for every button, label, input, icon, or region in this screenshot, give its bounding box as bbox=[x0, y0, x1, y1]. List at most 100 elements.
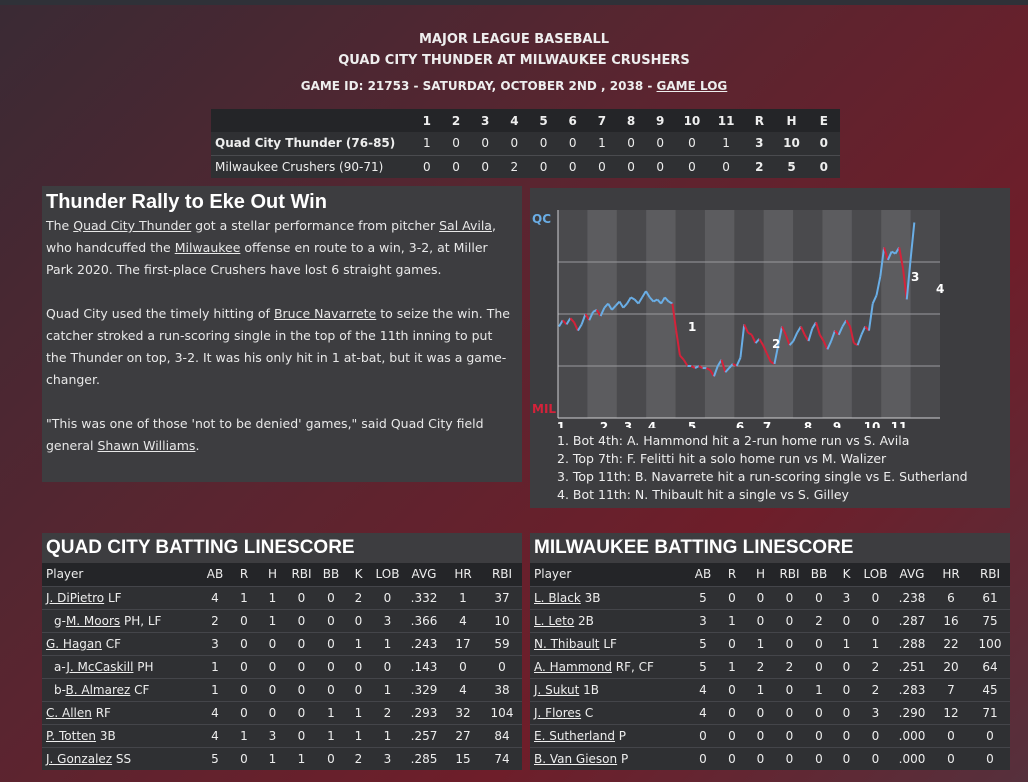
player-row: L. Black 3B 5 0 0 0 0 3 0 .238 6 61 bbox=[530, 586, 1010, 609]
stat-cell: 0 bbox=[756, 613, 765, 628]
player-row: L. Leto 2B 3 1 0 0 2 0 0 .287 16 75 bbox=[530, 609, 1010, 632]
player-name-link[interactable]: B. Almarez bbox=[65, 682, 131, 697]
qc-trend-segment bbox=[792, 332, 799, 342]
player-name-link[interactable]: G. Hagan bbox=[46, 636, 102, 651]
stat-cell: 0 bbox=[756, 705, 765, 720]
event-marker: 1 bbox=[688, 320, 696, 334]
player-name-link[interactable]: J. Gonzalez bbox=[46, 751, 113, 766]
inning-runs: 0 bbox=[568, 136, 577, 151]
stat-cell: 4 bbox=[459, 613, 467, 628]
qc-batting-panel: QUAD CITY BATTING LINESCORE Player AB R … bbox=[42, 533, 522, 770]
qc-trend-segment bbox=[773, 345, 780, 365]
qc-trend-segment bbox=[558, 319, 564, 327]
inning-header: 7 bbox=[597, 113, 607, 128]
stat-cell: 20 bbox=[943, 659, 959, 674]
player-position: LF bbox=[104, 590, 122, 605]
player-position: 1B bbox=[579, 682, 599, 697]
col-ab: AB bbox=[206, 567, 224, 582]
mil-trend-segment bbox=[569, 317, 575, 323]
player-name-link[interactable]: N. Thibault bbox=[534, 636, 600, 651]
stat-cell: 3 bbox=[211, 636, 219, 651]
col-avg: AVG bbox=[411, 567, 437, 582]
player-cell: G. Hagan CF bbox=[42, 632, 200, 655]
stat-cell: 3 bbox=[871, 705, 880, 720]
stat-cell: 4 bbox=[211, 590, 219, 605]
recap-paragraph: Quad City used the timely hitting of Bru… bbox=[46, 303, 516, 391]
event-marker: 4 bbox=[936, 282, 944, 296]
linescore-table: 1 2 3 4 5 6 7 8 9 10 11 R H E Quad City … bbox=[211, 109, 840, 178]
stat-cell: 0 bbox=[297, 682, 306, 697]
stat-cell: .293 bbox=[410, 705, 438, 720]
total-runs: 2 bbox=[755, 159, 764, 174]
player-name-link[interactable]: B. Van Gieson bbox=[534, 751, 618, 766]
total-hits: 10 bbox=[783, 136, 800, 151]
player-name-link[interactable]: A. Hammond bbox=[534, 659, 612, 674]
player-row: C. Allen RF 4 0 0 0 1 1 2 .293 32 104 bbox=[42, 701, 522, 724]
stat-cell: 74 bbox=[494, 751, 510, 766]
stat-cell: .290 bbox=[898, 705, 926, 720]
qc-trend-segment bbox=[645, 290, 651, 298]
game-info: GAME ID: 21753 - SATURDAY, OCTOBER 2ND ,… bbox=[0, 72, 1028, 100]
player-name-link[interactable]: J. McCaskill bbox=[66, 659, 134, 674]
col-season-rbi: RBI bbox=[979, 567, 1001, 582]
inning-tick-label: 7 bbox=[763, 420, 771, 428]
stat-cell: 0 bbox=[756, 751, 765, 766]
stat-cell: 1 bbox=[327, 705, 335, 720]
stat-cell: 1 bbox=[297, 751, 306, 766]
player-name-link[interactable]: J. Flores bbox=[534, 705, 582, 720]
stat-cell: 0 bbox=[297, 613, 306, 628]
stat-cell: 1 bbox=[728, 613, 736, 628]
mil-trend-segment bbox=[758, 338, 764, 346]
recap-text: to seize the win. The catcher stroked a … bbox=[46, 306, 510, 387]
player-row: E. Sutherland P 0 0 0 0 0 0 0 .000 0 0 bbox=[530, 724, 1010, 747]
event-item: 4. Bot 11th: N. Thibault hit a single vs… bbox=[557, 487, 849, 502]
stat-cell: 3 bbox=[383, 751, 392, 766]
stat-cell: 0 bbox=[815, 590, 823, 605]
player-cell: C. Allen RF bbox=[42, 701, 200, 724]
player-position: PH bbox=[133, 659, 154, 674]
game-log-link[interactable]: GAME LOG bbox=[656, 79, 728, 93]
player-link-bruce-navarrete[interactable]: Bruce Navarrete bbox=[273, 306, 377, 321]
recap-text: got a stellar performance from pitcher bbox=[191, 218, 440, 233]
player-name-link[interactable]: L. Leto bbox=[534, 613, 575, 628]
stat-cell: 0 bbox=[354, 682, 363, 697]
player-link-sal-avila[interactable]: Sal Avila bbox=[439, 218, 492, 233]
stat-cell: 10 bbox=[494, 613, 510, 628]
stat-cell: 0 bbox=[842, 659, 851, 674]
inning-header: 3 bbox=[481, 113, 490, 128]
total-errors: 0 bbox=[819, 136, 828, 151]
qc-trend-segment bbox=[641, 290, 647, 298]
stat-cell: 75 bbox=[982, 613, 998, 628]
team-link-milwaukee[interactable]: Milwaukee bbox=[174, 240, 241, 255]
player-link-shawn-williams[interactable]: Shawn Williams bbox=[97, 438, 196, 453]
player-name-link[interactable]: L. Black bbox=[534, 590, 581, 605]
mil-trend-segment bbox=[584, 313, 591, 321]
stat-cell: .287 bbox=[898, 613, 926, 628]
col-r: R bbox=[727, 567, 737, 582]
player-name-link[interactable]: P. Totten bbox=[46, 728, 97, 743]
player-name-link[interactable]: J. DiPietro bbox=[46, 590, 105, 605]
player-name-link[interactable]: J. Sukut bbox=[534, 682, 580, 697]
qc-trend-segment bbox=[577, 323, 583, 332]
stat-cell: 100 bbox=[978, 636, 1002, 651]
player-name-link[interactable]: C. Allen bbox=[46, 705, 92, 720]
mil-trend-segment bbox=[781, 326, 787, 336]
qc-trend-segment bbox=[626, 296, 632, 305]
stat-cell: 0 bbox=[297, 659, 306, 674]
stat-cell: 2 bbox=[354, 751, 363, 766]
mil-trend-segment bbox=[883, 247, 889, 261]
inning-runs: 0 bbox=[539, 159, 548, 174]
stat-cell: 3 bbox=[842, 590, 851, 605]
stat-cell: 0 bbox=[297, 636, 306, 651]
player-name-link[interactable]: E. Sutherland bbox=[534, 728, 615, 743]
stat-cell: .251 bbox=[898, 659, 926, 674]
recap-paragraph: The Quad City Thunder got a stellar perf… bbox=[46, 215, 516, 281]
player-name-link[interactable]: M. Moors bbox=[65, 613, 121, 628]
stat-cell: 0 bbox=[815, 705, 823, 720]
stat-cell: 0 bbox=[240, 682, 248, 697]
recap-text: , who handcuffed the bbox=[46, 218, 496, 255]
team-link-quad-city[interactable]: Quad City Thunder bbox=[73, 218, 192, 233]
stat-cell: 32 bbox=[455, 705, 471, 720]
stat-cell: 0 bbox=[842, 682, 851, 697]
event-legend: 1. Bot 4th: A. Hammond hit a 2-run home … bbox=[557, 432, 968, 504]
